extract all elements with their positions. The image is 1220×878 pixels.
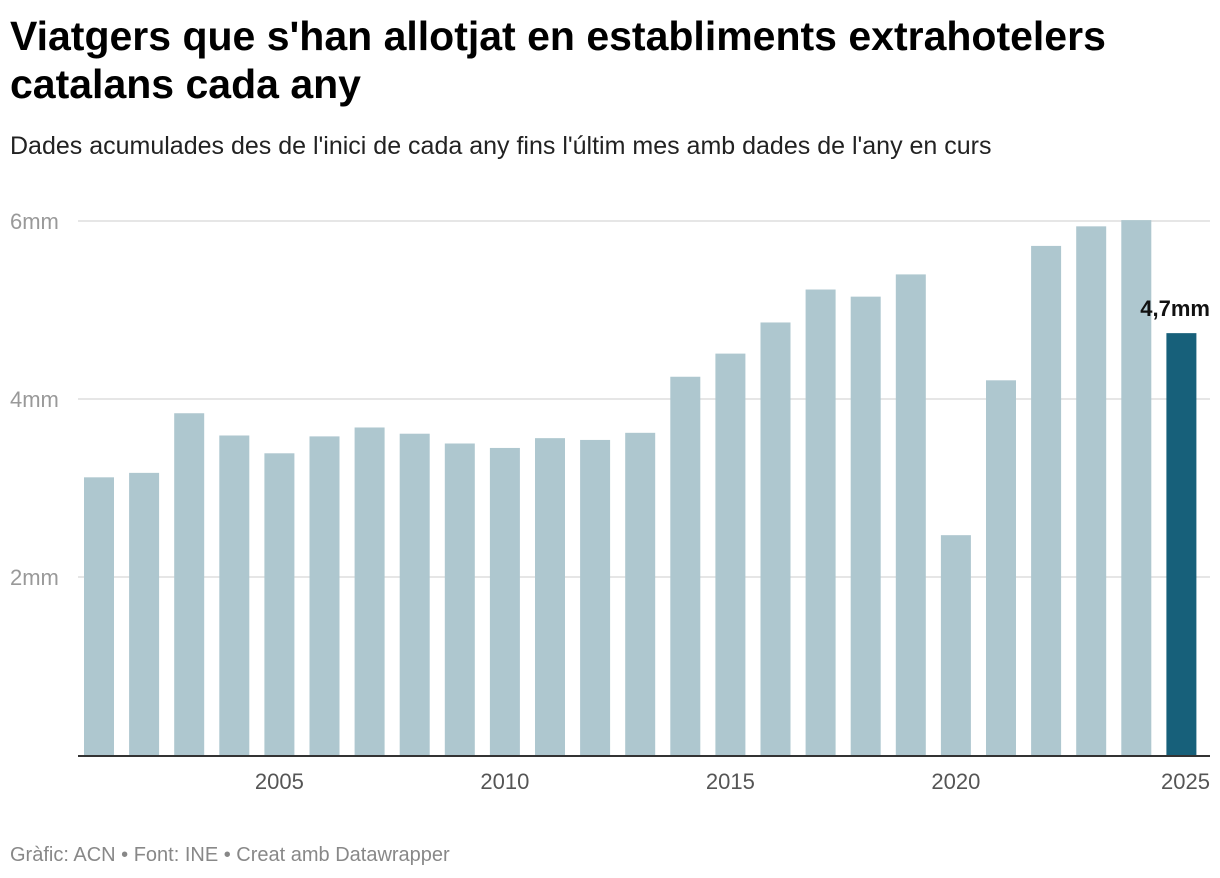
chart-title: Viatgers que s'han allotjat en establime… bbox=[10, 13, 1106, 107]
chart-subtitle: Dades acumulades des de l'inici de cada … bbox=[10, 132, 992, 160]
bar-2025 bbox=[1166, 333, 1197, 755]
bar-2003 bbox=[174, 413, 205, 755]
bar-2008 bbox=[399, 433, 430, 755]
bar-2010 bbox=[489, 447, 520, 755]
bar-2015 bbox=[715, 353, 746, 755]
y-tick-label: 2mm bbox=[10, 565, 59, 590]
bar-2014 bbox=[670, 376, 701, 755]
bar-2012 bbox=[580, 439, 611, 755]
bar-2021 bbox=[986, 380, 1016, 755]
x-tick-label: 2015 bbox=[706, 769, 755, 794]
bar-2007 bbox=[354, 427, 385, 755]
bar-2001 bbox=[84, 477, 114, 755]
bar-2019 bbox=[895, 274, 926, 755]
bar-2011 bbox=[535, 438, 565, 755]
bar-2017 bbox=[805, 289, 836, 755]
y-tick-label: 4mm bbox=[10, 387, 59, 412]
bar-2006 bbox=[309, 436, 340, 755]
bar-chart: 2mm 4mm 6mm 2005 2010 2015 2020 2025 4,7mm bbox=[10, 209, 1210, 794]
bar-2024 bbox=[1121, 220, 1152, 756]
footer-credits: Gràfic: ACN • Font: INE • Creat amb Data… bbox=[10, 844, 450, 866]
y-axis-ticks: 2mm 4mm 6mm bbox=[10, 209, 59, 590]
bar-2016 bbox=[760, 322, 791, 755]
bar-2004 bbox=[219, 435, 250, 755]
x-tick-label: 2025 bbox=[1161, 769, 1210, 794]
bar-2013 bbox=[625, 432, 656, 755]
bar-2023 bbox=[1076, 226, 1107, 756]
x-tick-label: 2020 bbox=[931, 769, 980, 794]
bars bbox=[84, 220, 1197, 756]
bar-2002 bbox=[129, 472, 160, 755]
x-axis-ticks: 2005 2010 2015 2020 2025 bbox=[255, 769, 1210, 794]
bar-2005 bbox=[264, 453, 295, 755]
bar-2022 bbox=[1031, 245, 1062, 756]
bar-2018 bbox=[850, 296, 881, 755]
annotations: 4,7mm bbox=[1140, 296, 1210, 321]
data-label-2025: 4,7mm bbox=[1140, 296, 1210, 321]
bar-2009 bbox=[444, 443, 475, 755]
bar-2020 bbox=[940, 535, 971, 755]
x-tick-label: 2005 bbox=[255, 769, 304, 794]
x-tick-label: 2010 bbox=[480, 769, 529, 794]
y-tick-label: 6mm bbox=[10, 209, 59, 234]
